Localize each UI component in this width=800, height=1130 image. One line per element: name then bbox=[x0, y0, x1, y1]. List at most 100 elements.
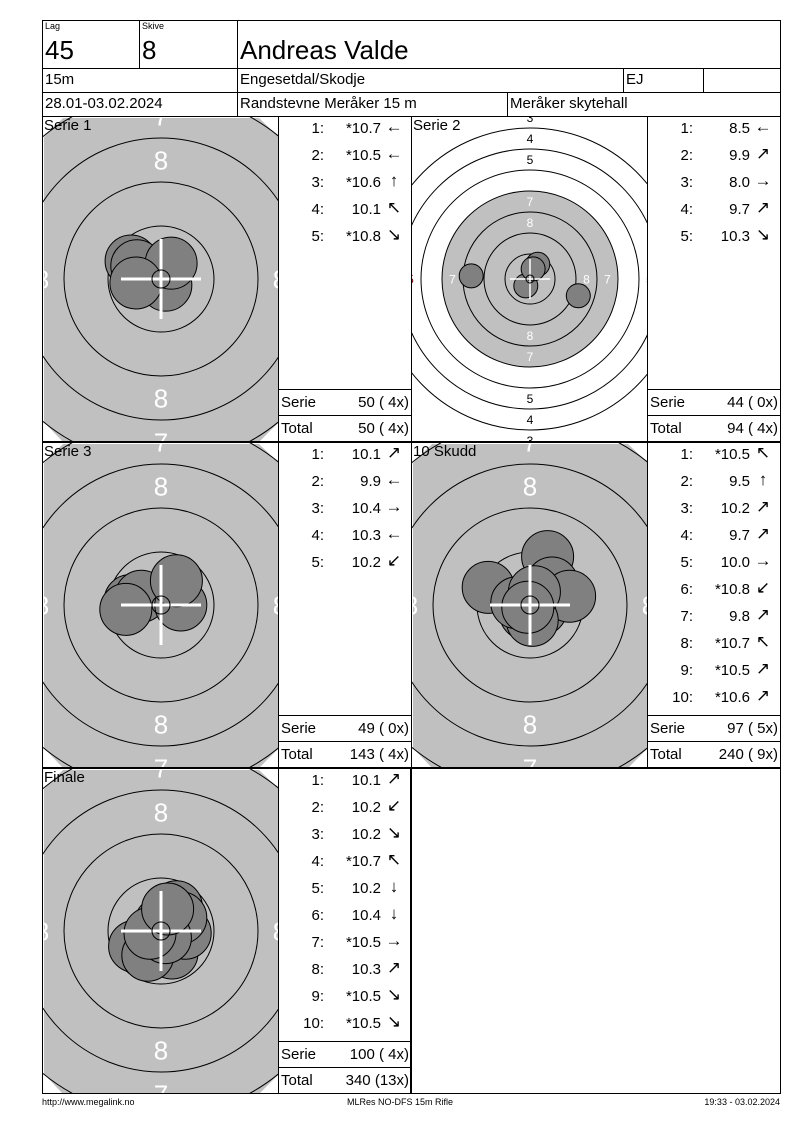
shot-row: 9: *10.5 ↗ bbox=[648, 659, 780, 686]
target-5: 888877776666Finale bbox=[42, 768, 279, 1094]
shot-row: 8: 10.3 ↗ bbox=[279, 958, 411, 985]
shot-index: 4: bbox=[680, 201, 693, 218]
distance-cell: 15m bbox=[42, 68, 238, 93]
shot-list: 1: *10.5 ↖ 2: 9.5 ↑ 3: 10.2 ↗ 4: 9.7 ↗ 5: 10.0 → 6: *10.… bbox=[647, 442, 781, 768]
shot-value: 10.1 bbox=[351, 446, 381, 463]
serie-sum-row: Serie 97 ( 5x) bbox=[648, 715, 780, 742]
ring-8 bbox=[432, 507, 628, 703]
shot-value: 10.2 bbox=[351, 826, 381, 843]
arrow-up-icon: ↑ bbox=[389, 171, 399, 190]
shot-row: 2: 9.9 ← bbox=[279, 470, 411, 497]
ring-label: 5 bbox=[527, 153, 534, 167]
shot-value: 10.1 bbox=[351, 201, 381, 218]
shot-index: 2: bbox=[311, 473, 324, 490]
shot-row: 4: *10.7 ↖ bbox=[279, 850, 411, 877]
ring-label: 7 bbox=[527, 195, 534, 209]
arrow-left-icon: ← bbox=[385, 117, 403, 136]
total-value: 240 ( 9x) bbox=[718, 746, 778, 763]
shot-index: 2: bbox=[311, 147, 324, 164]
skive-label: Skive bbox=[142, 21, 165, 31]
ring-8 bbox=[63, 507, 259, 703]
shot-index: 2: bbox=[311, 799, 324, 816]
lag-cell: Lag 45 bbox=[42, 20, 140, 69]
ring-label: 5 bbox=[527, 392, 534, 406]
target-face: 888877776666 bbox=[43, 769, 278, 1093]
arrow-up-left-icon: ↖ bbox=[386, 198, 402, 217]
shot-index: 1: bbox=[311, 772, 324, 789]
club-cell: Engesetdal/Skodje bbox=[237, 68, 624, 93]
shot-value: 9.5 bbox=[729, 473, 750, 490]
ring-3 bbox=[412, 127, 647, 431]
serie-label: Serie bbox=[281, 394, 317, 411]
shot-index: 6: bbox=[311, 907, 324, 924]
total-value: 94 ( 4x) bbox=[727, 420, 778, 437]
shot-index: 3: bbox=[311, 174, 324, 191]
serie-label: Serie bbox=[650, 720, 686, 737]
serie-value: 50 ( 4x) bbox=[358, 394, 409, 411]
serie-label: Serie bbox=[281, 1046, 317, 1063]
shot-row: 6: 10.4 ↓ bbox=[279, 904, 411, 931]
ring-label: 7 bbox=[154, 753, 168, 768]
shot-list: 1: *10.7 ← 2: *10.5 ← 3: *10.6 ↑ 4: 10.1 ↖ 5: *10.8 ↘ S… bbox=[278, 116, 412, 442]
ring-10 bbox=[151, 595, 171, 615]
ring-label: 8 bbox=[642, 590, 648, 620]
panel-title: Serie 3 bbox=[44, 443, 92, 460]
ring-4 bbox=[412, 148, 647, 410]
shot-row: 2: 10.2 ↙ bbox=[279, 796, 411, 823]
shot-row: 3: 10.2 ↗ bbox=[648, 497, 780, 524]
shot-value: 10.2 bbox=[351, 554, 381, 571]
ring-label: 8 bbox=[154, 383, 168, 413]
shot-value: *10.5 bbox=[345, 934, 381, 951]
serie-sum-row: Serie 44 ( 0x) bbox=[648, 389, 780, 416]
serie-label: Serie bbox=[650, 394, 686, 411]
arrow-left-icon: ← bbox=[754, 117, 772, 136]
shot-value: *10.5 bbox=[714, 662, 750, 679]
arrow-down-right-icon: ↘ bbox=[755, 225, 771, 244]
shot-row: 1: 10.1 ↗ bbox=[279, 769, 411, 796]
footer-timestamp: 19:33 - 03.02.2024 bbox=[704, 1097, 780, 1107]
shot-index: 1: bbox=[680, 120, 693, 137]
total-value: 143 ( 4x) bbox=[349, 746, 409, 763]
shot-value: 9.7 bbox=[729, 201, 750, 218]
ring-label: 7 bbox=[449, 272, 456, 286]
ring-label: 8 bbox=[527, 329, 534, 343]
arrow-up-right-icon: ↗ bbox=[755, 497, 771, 516]
panel-title: Finale bbox=[44, 769, 85, 786]
arrow-left-icon: ← bbox=[385, 144, 403, 163]
footer-url[interactable]: http://www.megalink.no bbox=[42, 1097, 135, 1107]
class: EJ bbox=[626, 71, 644, 88]
event-cell: Randstevne Meråker 15 m bbox=[237, 92, 508, 117]
empty-area bbox=[410, 768, 781, 1094]
shot-index: 6: bbox=[680, 581, 693, 598]
venue: Meråker skytehall bbox=[510, 95, 628, 112]
ring-7 bbox=[412, 463, 647, 747]
shot-row: 8: *10.7 ↖ bbox=[648, 632, 780, 659]
shot-value: *10.7 bbox=[345, 853, 381, 870]
shot-row: 9: *10.5 ↘ bbox=[279, 985, 411, 1012]
arrow-up-right-icon: ↗ bbox=[386, 769, 402, 788]
total-sum-row: Total 94 ( 4x) bbox=[648, 415, 780, 442]
shot-row: 4: 9.7 ↗ bbox=[648, 524, 780, 551]
shot-index: 2: bbox=[680, 473, 693, 490]
target-face: 888877776666555544443333 bbox=[412, 117, 647, 441]
shot-row: 3: 10.4 → bbox=[279, 497, 411, 524]
shot-value: *10.5 bbox=[345, 147, 381, 164]
ring-label: 8 bbox=[43, 590, 49, 620]
arrow-up-right-icon: ↗ bbox=[755, 686, 771, 705]
total-sum-row: Total 240 ( 9x) bbox=[648, 741, 780, 768]
ring-label: 7 bbox=[154, 769, 168, 783]
extra-cell bbox=[703, 68, 781, 93]
total-sum-row: Total 50 ( 4x) bbox=[279, 415, 411, 442]
arrow-down-right-icon: ↘ bbox=[386, 823, 402, 842]
shot-value: *10.7 bbox=[345, 120, 381, 137]
club: Engesetdal/Skodje bbox=[240, 71, 366, 88]
arrow-down-icon: ↓ bbox=[389, 904, 399, 923]
shot-value: *10.6 bbox=[345, 174, 381, 191]
arrow-up-left-icon: ↖ bbox=[755, 443, 771, 462]
shot-list: 1: 8.5 ← 2: 9.9 ↗ 3: 8.0 → 4: 9.7 ↗ 5: 10.3 ↘ Serie 44 (… bbox=[647, 116, 781, 442]
ring-9 bbox=[107, 225, 215, 333]
serie-sum-row: Serie 49 ( 0x) bbox=[279, 715, 411, 742]
shot-index: 1: bbox=[311, 120, 324, 137]
shot-value: 9.7 bbox=[729, 527, 750, 544]
arrow-up-right-icon: ↗ bbox=[755, 144, 771, 163]
